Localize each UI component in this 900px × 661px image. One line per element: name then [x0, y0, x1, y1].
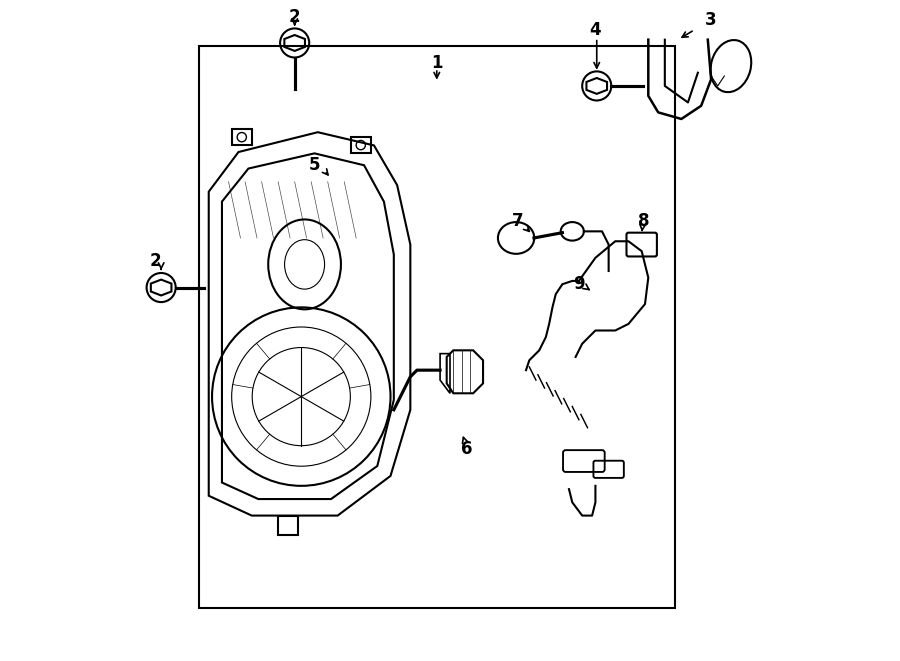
Text: 6: 6: [461, 440, 472, 459]
Bar: [232, 129, 252, 145]
Text: 7: 7: [511, 212, 523, 231]
Text: 2: 2: [150, 252, 162, 270]
Text: 3: 3: [706, 11, 717, 29]
Text: 8: 8: [638, 212, 650, 231]
Text: 1: 1: [431, 54, 443, 72]
Text: 5: 5: [309, 156, 320, 175]
Text: 4: 4: [590, 20, 601, 39]
Bar: [351, 137, 371, 153]
Text: 9: 9: [573, 275, 585, 293]
Bar: [199, 46, 675, 608]
Text: 2: 2: [289, 7, 301, 26]
